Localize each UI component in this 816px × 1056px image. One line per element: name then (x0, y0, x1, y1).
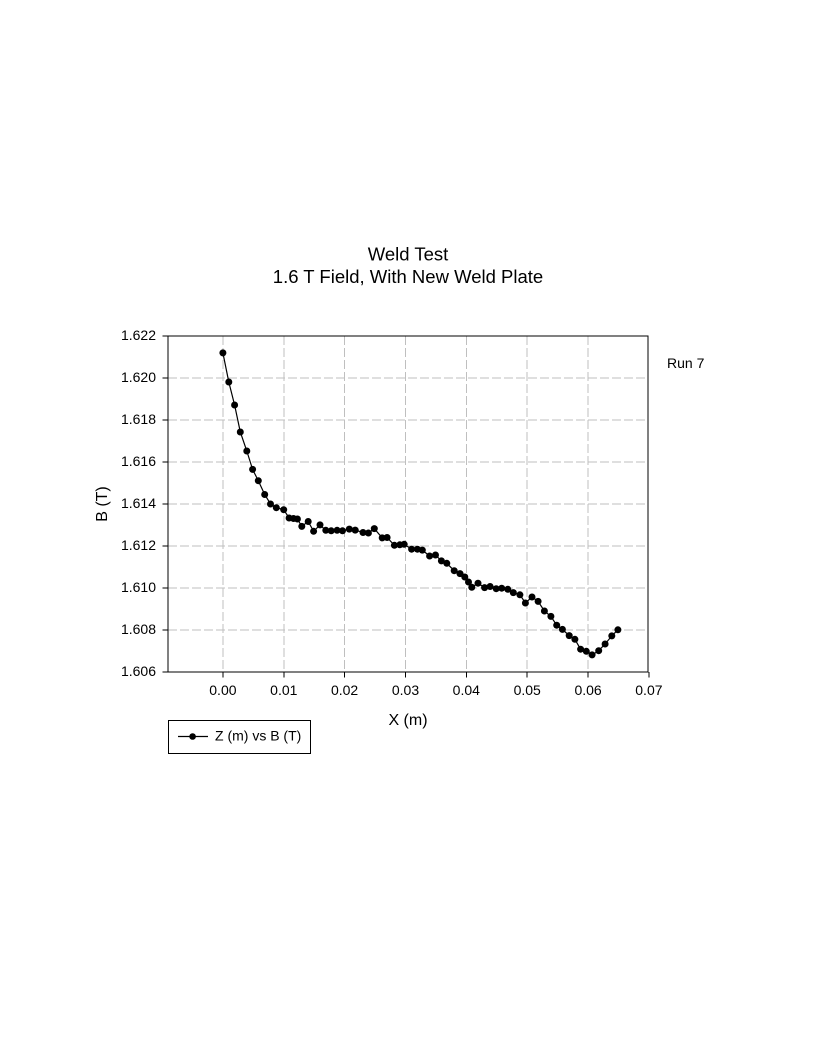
svg-text:1.610: 1.610 (121, 579, 156, 595)
svg-text:1.614: 1.614 (121, 495, 156, 511)
svg-text:1.622: 1.622 (121, 327, 156, 343)
svg-text:1.616: 1.616 (121, 453, 156, 469)
svg-text:0.00: 0.00 (209, 682, 236, 698)
svg-text:Z (m) vs B (T): Z (m) vs B (T) (215, 728, 301, 744)
svg-text:Run 7: Run 7 (667, 355, 705, 371)
svg-text:X (m): X (m) (388, 712, 427, 729)
svg-text:B (T): B (T) (94, 486, 111, 522)
svg-text:0.01: 0.01 (270, 682, 297, 698)
svg-text:1.6 T Field, With New Weld Pla: 1.6 T Field, With New Weld Plate (273, 266, 543, 287)
svg-text:0.02: 0.02 (331, 682, 358, 698)
svg-text:Weld Test: Weld Test (368, 244, 449, 265)
svg-text:1.608: 1.608 (121, 621, 156, 637)
svg-text:0.05: 0.05 (514, 682, 541, 698)
svg-text:0.06: 0.06 (574, 682, 601, 698)
svg-text:1.612: 1.612 (121, 537, 156, 553)
svg-text:0.07: 0.07 (635, 682, 662, 698)
svg-text:0.04: 0.04 (453, 682, 480, 698)
svg-text:1.618: 1.618 (121, 411, 156, 427)
svg-text:1.620: 1.620 (121, 369, 156, 385)
svg-text:0.03: 0.03 (392, 682, 419, 698)
svg-text:1.606: 1.606 (121, 663, 156, 679)
